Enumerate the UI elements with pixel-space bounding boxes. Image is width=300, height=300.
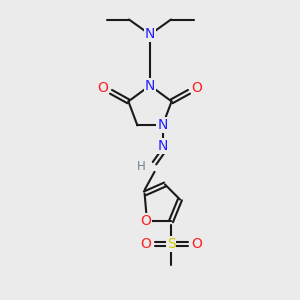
Text: N: N <box>145 28 155 41</box>
Text: O: O <box>98 81 108 94</box>
Text: O: O <box>191 237 202 250</box>
Text: O: O <box>140 237 151 250</box>
Text: N: N <box>158 140 168 153</box>
Text: H: H <box>136 160 146 173</box>
Text: O: O <box>140 214 151 228</box>
Text: S: S <box>167 237 176 250</box>
Text: O: O <box>192 81 203 94</box>
Text: N: N <box>158 118 168 132</box>
Text: N: N <box>145 79 155 92</box>
